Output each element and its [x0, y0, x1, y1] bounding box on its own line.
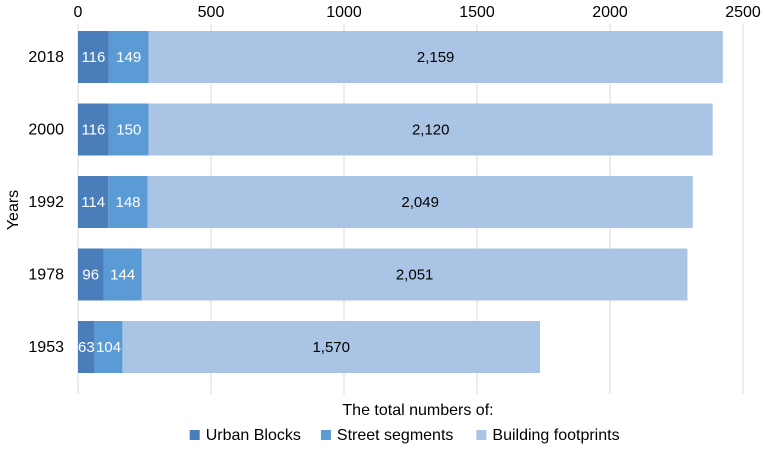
x-tick-labels: 0 500 1000 1500 2000 2500	[74, 4, 761, 21]
data-label: 2,049	[401, 194, 439, 211]
bar-segment	[78, 176, 109, 228]
bar-segment	[78, 248, 104, 301]
legend-swatch	[476, 430, 487, 440]
bar-segment	[122, 321, 541, 373]
bar-segment	[148, 31, 723, 83]
data-label: 148	[115, 194, 140, 211]
bar-segment	[94, 321, 123, 373]
legend-label: Street segments	[337, 427, 454, 444]
bars: 116 149 2,159 116 150 2,120 114 148 2,049 96 144 2,…	[78, 31, 723, 373]
y-axis-label: Years	[5, 190, 22, 230]
legend-item: Urban Blocks	[189, 427, 301, 444]
x-tick-label: 1500	[459, 4, 495, 21]
data-label: 63	[78, 339, 95, 356]
x-tick-label: 1000	[326, 4, 362, 21]
x-axis-label: The total numbers of:	[342, 402, 493, 419]
bar-segment	[141, 248, 688, 301]
legend-item: Street segments	[320, 427, 454, 444]
bar-segment	[78, 31, 109, 83]
data-label: 2,051	[396, 267, 434, 284]
data-label: 2,159	[417, 49, 455, 66]
legend-label: Urban Blocks	[206, 427, 301, 444]
bar-segment	[148, 103, 713, 156]
legend: Urban Blocks Street segments Building foot…	[189, 427, 620, 444]
bar-segment	[147, 176, 693, 228]
x-tick-label: 0	[74, 4, 83, 21]
x-tick-label: 500	[198, 4, 225, 21]
data-label: 114	[81, 194, 105, 211]
data-label: 104	[96, 339, 121, 356]
data-label: 96	[82, 267, 99, 284]
data-label: 150	[116, 122, 141, 139]
legend-swatch	[320, 430, 331, 440]
bar-segment	[108, 176, 148, 228]
data-label: 116	[81, 122, 105, 139]
y-tick-label: 1953	[28, 339, 64, 356]
bar-segment	[108, 103, 149, 156]
bar-segment	[78, 103, 109, 156]
y-tick-label: 2018	[28, 49, 64, 66]
data-label: 116	[81, 49, 105, 66]
data-label: 1,570	[312, 339, 350, 356]
data-label: 144	[110, 267, 135, 284]
x-tick-label: 2000	[592, 4, 628, 21]
y-tick-label: 1992	[28, 194, 64, 211]
data-label: 2,120	[412, 122, 450, 139]
data-label: 149	[116, 49, 141, 66]
x-tick-label: 2500	[725, 4, 761, 21]
legend-swatch	[189, 430, 200, 440]
bar-segment	[78, 321, 95, 373]
y-tick-label: 2000	[28, 122, 64, 139]
legend-item: Building footprints	[476, 427, 620, 444]
y-tick-label: 1978	[28, 267, 64, 284]
bar-segment	[108, 31, 149, 83]
bar-segment	[103, 248, 142, 301]
legend-label: Building footprints	[492, 427, 619, 444]
y-tick-labels: 2018 2000 1992 1978 1953	[28, 49, 64, 356]
